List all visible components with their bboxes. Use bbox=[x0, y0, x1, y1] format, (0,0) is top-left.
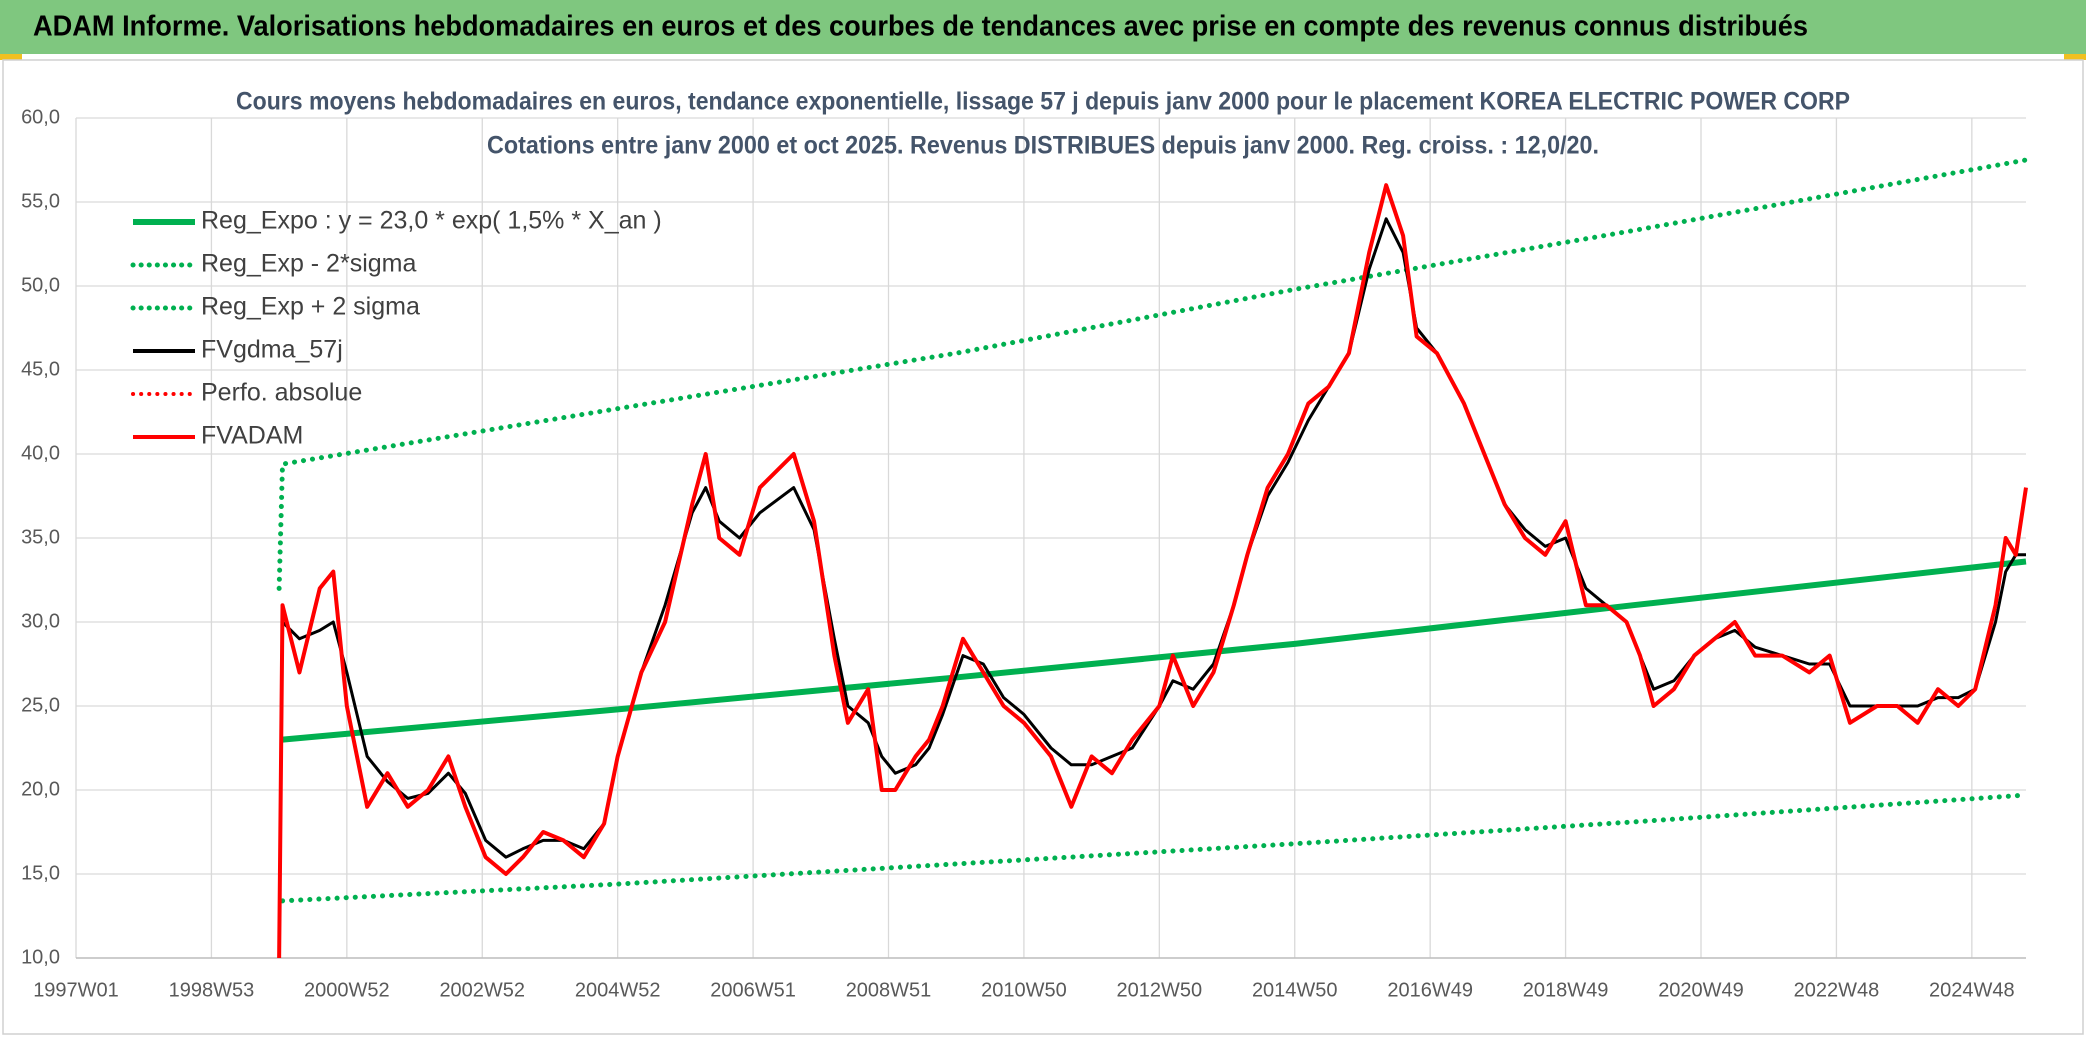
y-tick-label: 55,0 bbox=[21, 190, 60, 212]
series-line bbox=[277, 183, 2028, 959]
y-tick-label: 25,0 bbox=[21, 694, 60, 716]
series-line bbox=[282, 558, 2027, 743]
legend-label: Reg_Expo : y = 23,0 * exp( 1,5% * X_an ) bbox=[201, 207, 662, 235]
chart-title: Cours moyens hebdomadaires en euros, ten… bbox=[236, 88, 1850, 116]
y-tick-label: 15,0 bbox=[21, 862, 60, 884]
x-tick-label: 1998W53 bbox=[169, 979, 255, 1001]
header-bar bbox=[0, 0, 2086, 54]
y-tick-label: 35,0 bbox=[21, 526, 60, 548]
x-tick-label: 2012W50 bbox=[1117, 979, 1203, 1001]
legend-label: Perfo. absolue bbox=[201, 379, 362, 407]
corner-accent bbox=[2064, 54, 2086, 60]
y-tick-label: 10,0 bbox=[21, 946, 60, 968]
x-tick-label: 2010W50 bbox=[981, 979, 1067, 1001]
plot-area: 10,0 15,0 20,0 25,0 30,0 35,0 40,0 45,0 50,0 55,0… bbox=[21, 106, 2029, 1001]
series-line bbox=[280, 792, 2029, 904]
x-tick-label: 2018W49 bbox=[1523, 979, 1609, 1001]
x-tick-label: 2000W52 bbox=[304, 979, 390, 1001]
header-title: ADAM Informe. Valorisations hebdomadaire… bbox=[33, 11, 1808, 43]
corner-accent bbox=[0, 54, 22, 60]
y-tick-label: 30,0 bbox=[21, 610, 60, 632]
x-tick-label: 2006W51 bbox=[710, 979, 796, 1001]
y-tick-label: 20,0 bbox=[21, 778, 60, 800]
x-tick-label: 2008W51 bbox=[846, 979, 932, 1001]
x-tick-label: 1997W01 bbox=[33, 979, 119, 1001]
y-tick-label: 50,0 bbox=[21, 274, 60, 296]
legend-label: Reg_Exp + 2 sigma bbox=[201, 293, 420, 321]
legend-label: FVADAM bbox=[201, 422, 303, 450]
chart-subtitle: Cotations entre janv 2000 et oct 2025. R… bbox=[487, 132, 1599, 160]
x-tick-label: 2024W48 bbox=[1929, 979, 2015, 1001]
x-tick-label: 2020W49 bbox=[1658, 979, 1744, 1001]
x-tick-label: 2004W52 bbox=[575, 979, 661, 1001]
x-tick-label: 2022W48 bbox=[1794, 979, 1880, 1001]
x-tick-label: 2016W49 bbox=[1387, 979, 1473, 1001]
y-tick-label: 45,0 bbox=[21, 358, 60, 380]
y-tick-label: 40,0 bbox=[21, 442, 60, 464]
legend-label: FVgdma_57j bbox=[201, 336, 343, 364]
x-tick-label: 2014W50 bbox=[1252, 979, 1338, 1001]
y-tick-label: 60,0 bbox=[21, 106, 60, 128]
legend-label: Reg_Exp - 2*sigma bbox=[201, 250, 416, 278]
chart-frame bbox=[2, 59, 2084, 1035]
x-tick-label: 2002W52 bbox=[439, 979, 525, 1001]
